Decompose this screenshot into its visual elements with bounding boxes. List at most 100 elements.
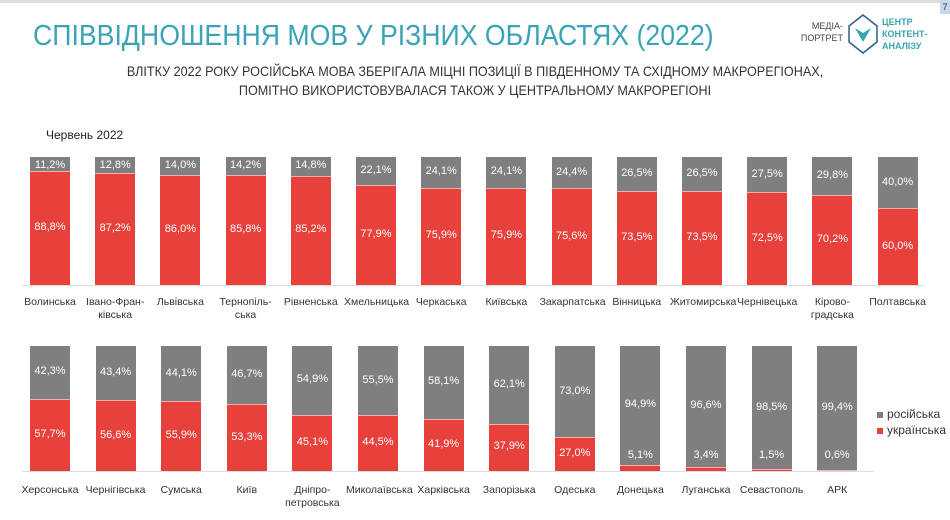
logo-shield-icon [848,14,878,54]
data-label-ukrainian: 53,3% [231,430,263,443]
category-label: Дніпро- петровська [285,484,340,509]
bar-russian [616,157,657,191]
bar-ukrainian [682,190,722,285]
bar-ukrainian [95,173,136,285]
page-number: 7 [940,0,950,14]
bar-russian [423,346,464,419]
data-label-ukrainian: 85,2% [295,223,327,236]
data-label-ukrainian: 41,9% [427,437,460,450]
page-title: СПІВВІДНОШЕННЯ МОВ У РІЗНИХ ОБЛАСТЯХ (20… [33,20,714,52]
bar-russian [751,346,792,470]
bar-russian [817,346,858,471]
bar-russian [225,157,266,176]
bar-stack: 54,9% 45,1% [292,346,333,471]
data-label-russian: 14,2% [229,159,262,171]
logo: МЕДІА- ПОРТРЕТ ЦЕНТР КОНТЕНТ- АНАЛІЗУ [800,14,940,54]
bar-russian [30,157,70,172]
data-label-russian: 11,2% [34,159,66,171]
bar-stack: 42,3% 57,7% [30,346,70,471]
legend-swatch [877,411,883,418]
bar-stack: 46,7% 53,3% [226,346,267,471]
bar-ukrainian [554,437,595,471]
bar-ukrainian [30,398,70,471]
bar-stack: 62,1% 37,9% [489,346,530,471]
category-label: Хмельницька [344,296,410,308]
bar-ukrainian [358,415,398,471]
category-label: Закарпатська [539,296,606,308]
data-label-russian: 27,5% [751,167,783,180]
bar-russian [620,346,661,465]
bar-russian [95,346,136,401]
data-label-ukrainian: 55,9% [165,429,197,442]
bar-stack: 11,2% 88,8% [30,157,70,285]
bar-ukrainian [225,175,266,285]
category-label: Чернівецька [737,296,798,308]
bar-stack: 27,5% 72,5% [747,157,788,285]
bar-stack: 14,2% 85,8% [225,157,266,285]
data-label-ukrainian: 37,9% [493,440,525,453]
legend-item-russian: російська [877,406,946,422]
bar-stack: 24,1% 75,9% [421,157,462,285]
data-label-ukrainian: 44,5% [362,436,394,449]
bar-ukrainian [292,414,333,471]
data-label-russian: 99,4% [821,401,853,414]
bar-stack: 58,1% 41,9% [423,346,464,471]
data-label-ukrainian: 88,8% [34,221,66,234]
data-label-russian: 62,1% [493,377,525,390]
data-label-russian: 98,5% [755,400,788,413]
bar-russian [30,346,70,399]
bar-russian [356,157,396,186]
bar-ukrainian [751,469,792,471]
category-label: Херсонська [21,484,79,496]
top-bar [0,0,950,3]
data-label-russian: 58,1% [427,375,460,388]
bar-ukrainian [489,423,530,471]
bar-ukrainian [747,192,788,285]
data-label-russian: 54,9% [296,373,328,386]
data-label-russian: 73,0% [559,384,591,397]
bar-russian [290,157,331,176]
data-label-ukrainian: 5,1% [627,449,653,461]
legend-swatch [877,427,883,434]
data-label-russian: 14,0% [164,159,196,171]
bar-stack: 98,5% 1,5% [751,346,792,471]
data-label-ukrainian: 1,5% [759,449,785,461]
data-label-russian: 29,8% [816,169,848,182]
data-label-russian: 24,4% [555,165,588,178]
data-label-russian: 96,6% [690,399,722,412]
bar-russian [551,157,592,189]
baseline [22,285,924,286]
bar-ukrainian [620,464,661,471]
data-label-ukrainian: 3,4% [693,449,719,461]
bar-ukrainian [423,418,464,471]
data-label-russian: 26,5% [621,166,653,179]
data-label-ukrainian: 72,5% [751,231,783,244]
data-label-ukrainian: 0,6% [824,449,850,461]
bar-ukrainian [551,188,592,285]
category-label: Івано-Фран- ківська [86,296,145,321]
data-label-russian: 40,0% [881,175,914,188]
data-label-ukrainian: 73,5% [686,230,718,243]
bar-ukrainian [356,185,396,285]
data-label-ukrainian: 56,6% [99,428,132,441]
logo-center-text: ЦЕНТР КОНТЕНТ- АНАЛІЗУ [882,17,928,51]
bar-stack: 96,6% 3,4% [686,346,726,471]
data-label-russian: 94,9% [624,398,656,411]
category-label: Волинська [24,296,76,308]
bar-stack: 99,4% 0,6% [817,346,858,472]
bar-ukrainian [95,400,136,471]
bar-russian [747,157,788,193]
bar-ukrainian [812,195,853,285]
bar-stack: 24,1% 75,9% [486,157,527,285]
bar-ukrainian [686,466,726,471]
category-label: Київ [236,484,258,496]
category-label: Тернопіль- ська [219,296,272,321]
data-label-russian: 26,5% [686,166,718,179]
bar-russian [877,157,918,209]
data-label-russian: 44,1% [165,366,197,379]
data-label-ukrainian: 77,9% [360,228,392,241]
bar-stack: 29,8% 70,2% [812,157,853,285]
data-label-russian: 55,5% [362,373,394,386]
category-label: АРК [827,484,848,496]
category-label: Луганська [681,484,731,496]
